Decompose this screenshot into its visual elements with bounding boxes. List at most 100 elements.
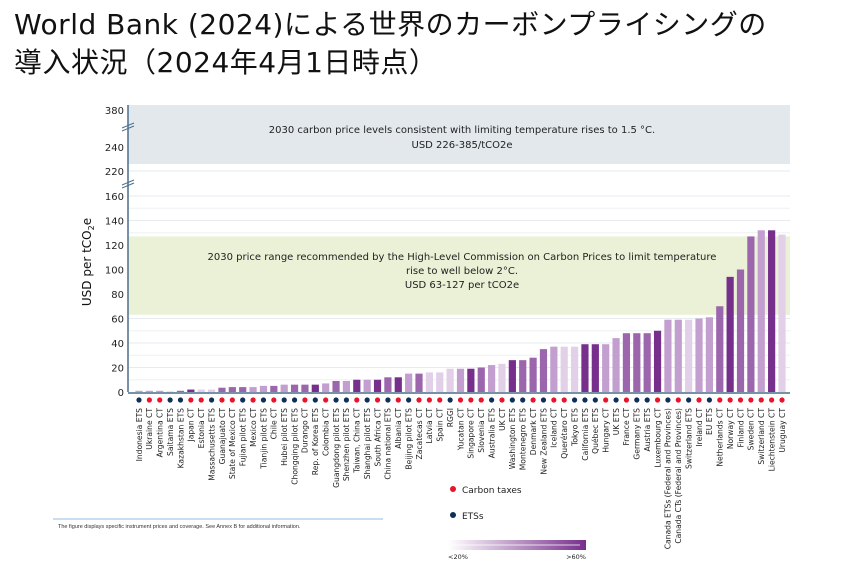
y-tick-label: 120 <box>105 241 124 252</box>
footnote: The figure displays specific instrument … <box>58 524 301 530</box>
bar <box>259 385 268 392</box>
bar <box>290 384 299 392</box>
y-tick-label: 60 <box>111 315 124 326</box>
instrument-type-dot <box>696 397 702 403</box>
y-tick-label: 380 <box>105 106 124 117</box>
instrument-type-dot <box>644 397 650 403</box>
x-tick-label: Mexico CT <box>249 408 258 447</box>
instrument-type-dot <box>416 397 422 403</box>
x-tick-label: UK ETS <box>612 408 621 435</box>
band-1-5c-text: 2030 carbon price levels consistent with… <box>269 125 655 136</box>
bar <box>415 373 423 392</box>
bar <box>322 383 330 392</box>
x-tick-label: Washington ETS <box>508 408 517 469</box>
x-tick-label: Singapore CT <box>467 408 476 459</box>
x-tick-label: Durango CT <box>301 408 310 453</box>
bar <box>705 317 714 392</box>
x-tick-label: Yucatan CT <box>456 408 465 452</box>
x-tick-label: Denmark CT <box>529 408 538 456</box>
bar <box>685 319 693 392</box>
x-tick-label: Guangdong pilot ETS <box>332 408 341 488</box>
x-tick-label: Tokyo ETS <box>570 408 579 447</box>
x-tick-label: Montenegro ETS <box>519 408 528 470</box>
x-tick-label: Chile CT <box>270 408 279 440</box>
instrument-type-dot <box>457 397 464 403</box>
band-2c-range: USD 63-127 per tCO2e <box>405 280 519 291</box>
instrument-type-dot <box>634 397 640 403</box>
bar <box>228 387 236 392</box>
instrument-type-dot <box>395 397 401 403</box>
band-1-5c-range: USD 226-385/tCO2e <box>412 140 513 151</box>
bar <box>218 387 226 392</box>
instrument-type-dot <box>374 397 381 403</box>
instrument-type-dot <box>478 397 484 403</box>
instrument-type-dot <box>758 397 764 403</box>
instrument-type-dot <box>499 397 505 403</box>
instrument-type-dot <box>468 397 474 403</box>
x-tick-label: Luxembourg CT <box>653 408 662 468</box>
x-tick-label: Shenzhen pilot ETS <box>342 408 351 481</box>
instrument-type-dot <box>229 397 235 403</box>
bar <box>633 333 641 392</box>
bar <box>249 387 257 392</box>
x-tick-label: Spain CT <box>436 408 445 442</box>
x-tick-label: California ETS <box>581 408 590 461</box>
x-tick-label: China national ETS <box>384 408 393 480</box>
bar <box>176 390 185 392</box>
instrument-type-dot <box>551 397 557 403</box>
bar <box>653 330 662 392</box>
instrument-type-dot <box>686 397 692 403</box>
instrument-type-dot <box>291 397 298 403</box>
target-band-2c <box>128 236 790 315</box>
instrument-type-dot <box>665 397 671 403</box>
x-tick-label: Sweden CT <box>747 408 756 451</box>
x-tick-label: RGGI <box>446 408 455 427</box>
bar <box>602 344 610 392</box>
bar <box>757 230 765 392</box>
bar <box>726 276 734 392</box>
instrument-type-dot <box>219 397 225 403</box>
instrument-type-dot <box>354 397 360 403</box>
instrument-type-dot <box>312 397 318 403</box>
bar <box>778 234 786 392</box>
bar <box>529 357 537 392</box>
instrument-type-dot <box>208 397 215 403</box>
axis-break-icon <box>121 182 135 189</box>
x-tick-label: France CT <box>622 408 631 446</box>
instrument-type-dot <box>530 397 536 403</box>
instrument-type-dot <box>603 397 609 403</box>
y-tick-label: 20 <box>111 364 124 375</box>
coverage-high-label: >60% <box>566 553 586 561</box>
instrument-type-dot <box>447 397 453 403</box>
x-tick-label: Australia ETS <box>487 408 496 458</box>
bar <box>643 333 651 392</box>
y-axis-label: USD per tCO2e <box>80 218 96 306</box>
instrument-type-dot <box>198 397 204 403</box>
bar <box>239 387 247 392</box>
y-tick-label: 100 <box>105 266 124 277</box>
bar <box>363 379 371 392</box>
x-tick-label: Fujian pilot ETS <box>239 408 248 466</box>
instrument-type-dot <box>717 397 723 403</box>
instrument-type-dot <box>250 397 256 403</box>
instrument-type-dot <box>385 397 391 403</box>
bar <box>477 367 485 392</box>
x-tick-label: Switzerland CT <box>757 408 766 465</box>
x-tick-label: Latvia CT <box>425 408 434 444</box>
bar <box>508 360 516 392</box>
instrument-type-dot <box>302 397 308 403</box>
x-tick-label: Colombia CT <box>321 408 330 456</box>
x-tick-label: Kazakhstan ETS <box>176 408 185 469</box>
instrument-type-dot <box>167 397 173 403</box>
bar <box>674 319 682 392</box>
instrument-type-dot <box>592 397 598 403</box>
x-tick-label: Germany ETS <box>633 408 642 460</box>
instrument-type-dot <box>157 397 163 403</box>
x-tick-label: Saitama ETS <box>166 408 175 456</box>
bar <box>539 349 548 392</box>
band-2c-text-2: rise to well below 2°C. <box>406 266 518 277</box>
instrument-type-dot <box>540 397 547 403</box>
instrument-type-dot <box>323 397 329 403</box>
bar <box>467 368 475 392</box>
bar <box>166 391 174 393</box>
